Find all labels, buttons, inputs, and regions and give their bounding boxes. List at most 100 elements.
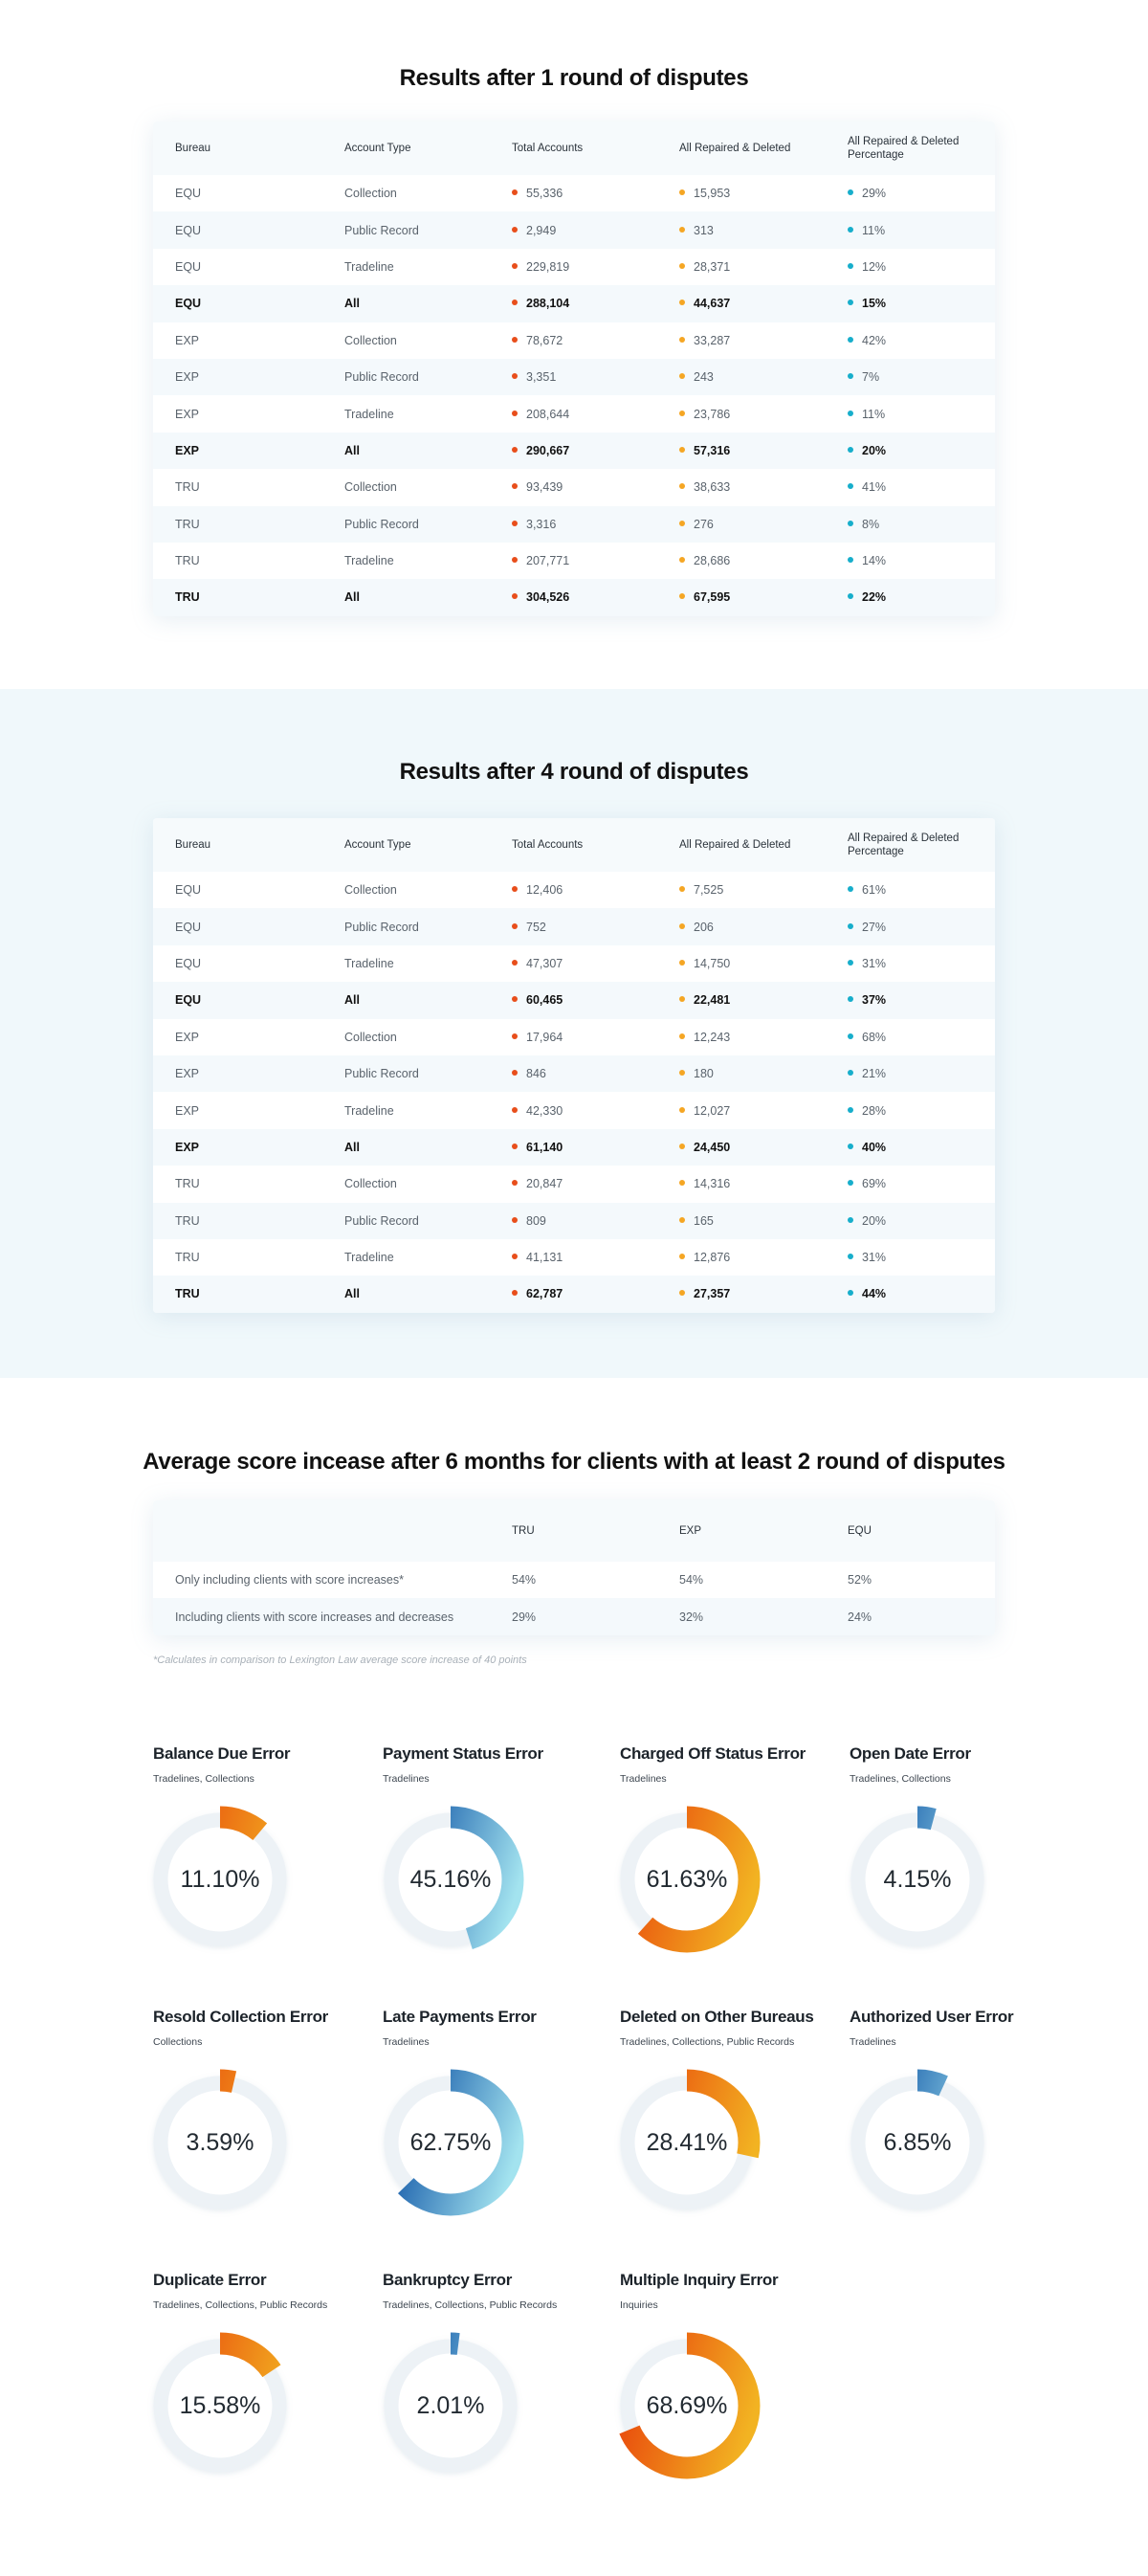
table-cell: Tradeline [344, 408, 394, 421]
cell-value: All [344, 1287, 360, 1301]
bullet-dot-icon [848, 959, 853, 966]
table-row: TRU Collection 93,439 38,633 41% [153, 469, 995, 505]
cell-value: 12,876 [694, 1251, 731, 1265]
cell-value: Collection [344, 1030, 397, 1044]
table-cell: 313 [679, 224, 714, 237]
table-cell: Only including clients with score increa… [175, 1573, 404, 1588]
donut-percentage-label: 15.58% [179, 2392, 261, 2419]
table-cell: 41% [848, 480, 886, 494]
bullet-dot-icon [848, 1106, 853, 1113]
cell-value: 304,526 [526, 590, 570, 605]
error-chart-card: Payment Status Error Tradelines 45.16% [377, 1744, 612, 2003]
table-cell: 44% [848, 1287, 886, 1300]
table-row: EXP Tradeline 42,330 12,027 28% [153, 1092, 995, 1128]
cell-value: EQU [175, 187, 202, 201]
bullet-dot-icon [512, 557, 518, 564]
error-chart-title: Duplicate Error [153, 2271, 267, 2289]
bullet-dot-icon [512, 1033, 518, 1039]
bullet-dot-icon [679, 446, 685, 453]
cell-value: EXP [175, 370, 200, 385]
cell-value: 12,027 [694, 1103, 731, 1118]
round1-table: Bureau Account Type Total Accounts All Repa… [153, 122, 995, 616]
cell-value: EXP [175, 407, 200, 421]
table-cell: 93,439 [512, 480, 563, 494]
cell-value: 12,243 [694, 1030, 731, 1044]
cell-value: Tradeline [344, 407, 394, 421]
cell-value: 12% [862, 259, 887, 274]
cell-value: EXP [175, 1030, 200, 1044]
error-chart-subtitle: Tradelines, Collections, Public Records [153, 2299, 328, 2311]
donut-value-arc [844, 1806, 991, 1953]
cell-value: 47,307 [526, 956, 563, 970]
table-cell: Collection [344, 187, 397, 200]
table-cell: 24,450 [679, 1141, 730, 1154]
table-row: EQU Public Record 752 206 27% [153, 908, 995, 945]
bullet-dot-icon [679, 959, 685, 966]
cell-value: 17,964 [526, 1030, 563, 1044]
table-cell: 207,771 [512, 554, 569, 567]
bullet-dot-icon [848, 1143, 853, 1149]
round4-title: Results after 4 round of disputes [399, 759, 749, 785]
table-cell: 38,633 [679, 480, 730, 494]
bullet-dot-icon [679, 373, 685, 380]
cell-value: 24,450 [694, 1140, 731, 1154]
table-cell: All [344, 297, 360, 310]
table-cell: EQU [175, 187, 201, 200]
bullet-dot-icon [848, 1033, 853, 1039]
table-header: Bureau Account Type Total Accounts All Repa… [153, 818, 995, 872]
error-chart-subtitle: Tradelines [383, 2036, 430, 2048]
cell-value: 55,336 [526, 187, 563, 201]
donut-value-arc [377, 1806, 524, 1953]
table-row: Including clients with score increases a… [153, 1598, 995, 1635]
bullet-dot-icon [679, 300, 685, 306]
table-cell: Including clients with score increases a… [175, 1610, 454, 1624]
cell-value: 68% [862, 1030, 887, 1044]
table-cell: 44,637 [679, 297, 730, 310]
table-cell: 276 [679, 518, 714, 531]
table-cell: Collection [344, 334, 397, 347]
table-row: TRU Tradeline 41,131 12,876 31% [153, 1239, 995, 1276]
bullet-dot-icon [848, 520, 853, 526]
bullet-dot-icon [679, 520, 685, 526]
cell-value: Public Record [344, 1213, 419, 1228]
cell-value: Collection [344, 883, 397, 898]
table-cell: EQU [175, 921, 201, 934]
cell-value: 7,525 [694, 883, 724, 898]
table-cell: 3,316 [512, 518, 556, 531]
error-chart-subtitle: Tradelines, Collections, Public Records [620, 2036, 795, 2048]
error-chart-card: Charged Off Status Error Tradelines 61.63… [613, 1744, 850, 2003]
column-header: Bureau [175, 839, 211, 851]
cell-value: 27% [862, 920, 887, 934]
cell-value: 22% [862, 590, 887, 605]
cell-value: EXP [175, 443, 200, 457]
cell-value: EXP [175, 333, 200, 347]
cell-value: Tradeline [344, 1251, 394, 1265]
table-cell: 206 [679, 921, 714, 934]
cell-value: TRU [175, 590, 200, 605]
donut-value-arc [377, 2332, 524, 2479]
table-cell: Tradeline [344, 260, 394, 274]
cell-value: 3,316 [526, 517, 557, 531]
cell-value: 29% [862, 187, 887, 201]
table-cell: 288,104 [512, 297, 569, 310]
bullet-dot-icon [848, 1290, 853, 1297]
table-cell: All [344, 993, 360, 1007]
bullet-dot-icon [679, 336, 685, 343]
cell-value: 31% [862, 956, 887, 970]
table-cell: Public Record [344, 1214, 419, 1228]
table-cell: All [344, 444, 360, 457]
cell-value: 31% [862, 1251, 887, 1265]
table-row: EQU Collection 55,336 15,953 29% [153, 175, 995, 211]
cell-value: EQU [175, 920, 202, 934]
table-cell: Collection [344, 480, 397, 494]
table-cell: EQU [175, 957, 201, 970]
table-cell: 243 [679, 370, 714, 384]
bullet-dot-icon [512, 593, 518, 600]
bullet-dot-icon [512, 520, 518, 526]
score-footnote: *Calculates in comparison to Lexington L… [153, 1654, 527, 1666]
donut-percentage-label: 45.16% [409, 1866, 492, 1893]
table-cell: 27,357 [679, 1287, 730, 1300]
donut-value-arc [146, 1806, 294, 1953]
table-cell: 78,672 [512, 334, 563, 347]
cell-value: TRU [175, 517, 200, 531]
